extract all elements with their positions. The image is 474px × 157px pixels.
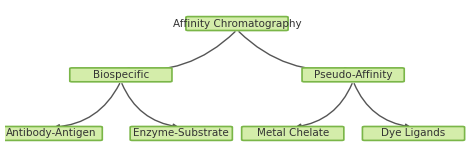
FancyBboxPatch shape <box>302 68 404 82</box>
Text: Metal Chelate: Metal Chelate <box>256 128 329 138</box>
Text: Affinity Chromatography: Affinity Chromatography <box>173 19 301 29</box>
FancyArrowPatch shape <box>354 84 409 128</box>
FancyArrowPatch shape <box>297 84 352 128</box>
FancyBboxPatch shape <box>0 127 102 140</box>
Text: Pseudo-Affinity: Pseudo-Affinity <box>314 70 392 80</box>
FancyArrowPatch shape <box>55 84 119 129</box>
Text: Enzyme-Substrate: Enzyme-Substrate <box>133 128 229 138</box>
FancyArrowPatch shape <box>122 84 177 128</box>
FancyArrowPatch shape <box>125 32 235 72</box>
FancyBboxPatch shape <box>70 68 172 82</box>
FancyBboxPatch shape <box>363 127 465 140</box>
FancyBboxPatch shape <box>130 127 232 140</box>
Text: Antibody-Antigen: Antibody-Antigen <box>6 128 96 138</box>
Text: Biospecific: Biospecific <box>93 70 149 80</box>
Text: Dye Ligands: Dye Ligands <box>382 128 446 138</box>
FancyBboxPatch shape <box>242 127 344 140</box>
FancyBboxPatch shape <box>186 17 288 30</box>
FancyArrowPatch shape <box>239 32 349 72</box>
